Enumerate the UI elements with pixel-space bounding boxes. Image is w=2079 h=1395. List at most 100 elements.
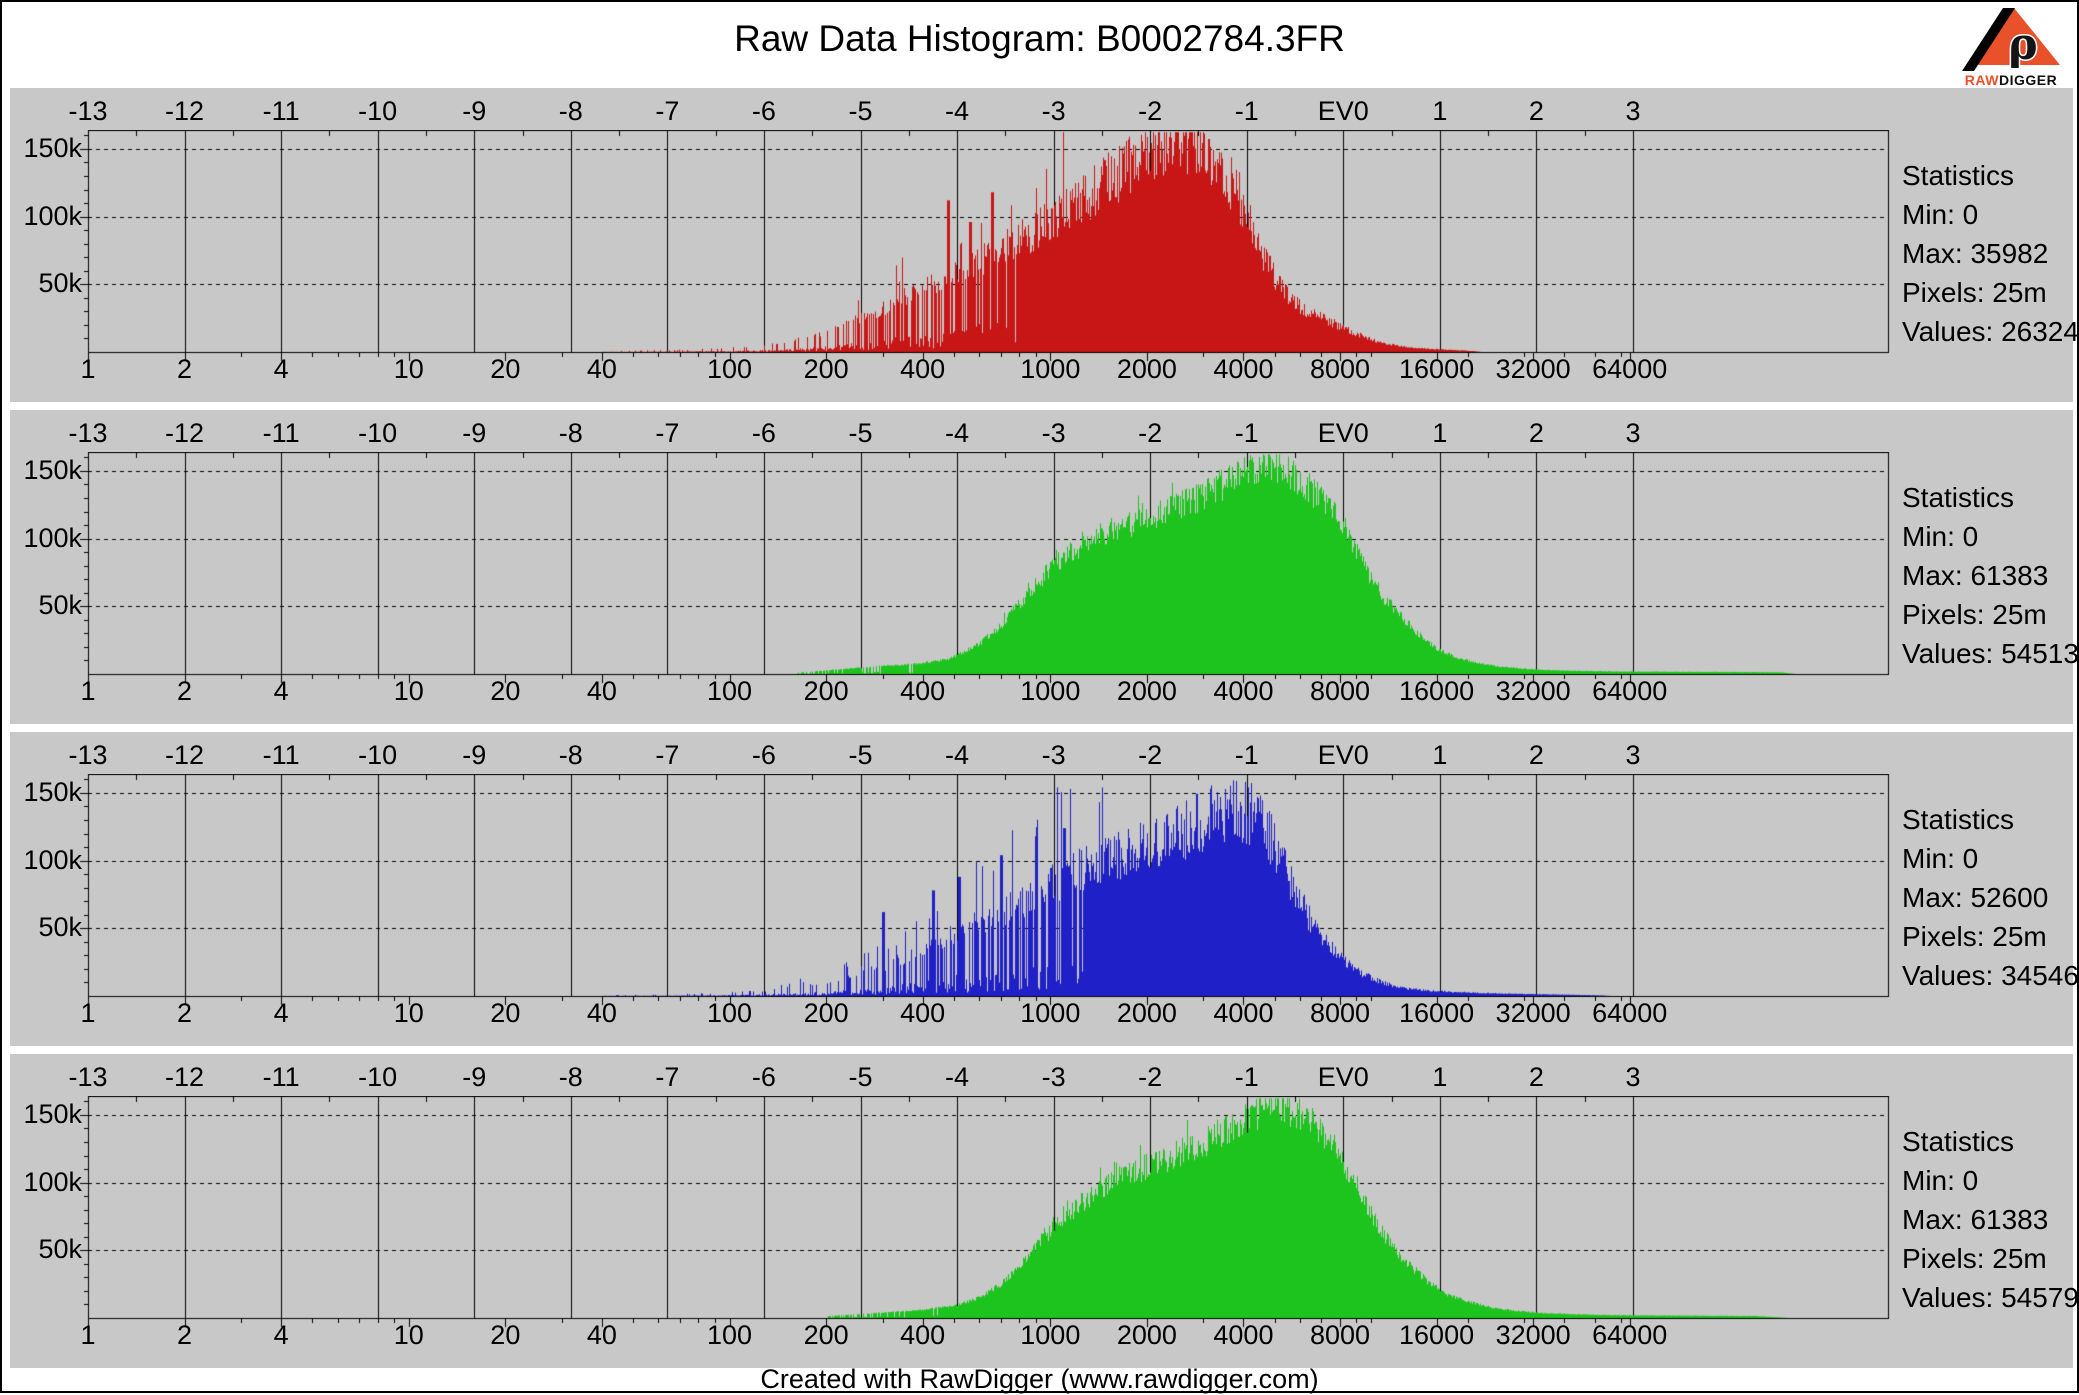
x-axis-label: 400	[900, 676, 946, 706]
ev-axis-label: 3	[1625, 96, 1641, 126]
histogram-plot-canvas-blue[interactable]	[74, 774, 1902, 1022]
stats-line: Max: 35982	[1902, 238, 2049, 269]
x-axis-label: 16000	[1399, 998, 1475, 1028]
ev-axis-label: -9	[462, 1062, 487, 1092]
x-axis-label: 10	[393, 1320, 424, 1350]
x-axis-label: 100	[707, 676, 753, 706]
ev-axis-label: -11	[262, 418, 300, 448]
ev-axis-label: -5	[848, 740, 873, 770]
stats-line: Min: 0	[1902, 521, 1979, 552]
rawdigger-logo-wordmark: RAWDIGGER	[1955, 73, 2067, 87]
x-axis-label: 64000	[1592, 354, 1668, 384]
x-axis-label: 8000	[1309, 354, 1371, 384]
ev-axis-label: -6	[751, 740, 776, 770]
stats-line: Pixels: 25m	[1902, 599, 2047, 630]
x-axis-label: 16000	[1399, 354, 1475, 384]
histogram-plot-canvas-green[interactable]	[74, 452, 1902, 700]
x-axis-label: 1	[80, 1320, 96, 1350]
ev-axis-label: -3	[1041, 418, 1066, 448]
stats-line: Min: 0	[1902, 1165, 1979, 1196]
x-axis-label: 400	[900, 998, 946, 1028]
ev-axis-label: -9	[462, 418, 487, 448]
ev-axis-label: -7	[655, 740, 680, 770]
x-axis-label: 64000	[1592, 676, 1668, 706]
ev-axis-label: -3	[1041, 740, 1066, 770]
x-axis-label: 40	[586, 998, 617, 1028]
ev-axis-label: -6	[751, 418, 776, 448]
ev-axis-label: -8	[558, 96, 583, 126]
svg-text:ρ: ρ	[2008, 19, 2037, 70]
y-axis-label: 150k	[23, 454, 82, 485]
ev-axis-label: EV0	[1317, 418, 1369, 448]
x-axis-label: 100	[707, 354, 753, 384]
histogram-plot-canvas-green2[interactable]	[74, 1096, 1902, 1344]
x-axis-label: 16000	[1399, 1320, 1475, 1350]
x-axis-label: 16000	[1399, 676, 1475, 706]
stats-line: Pixels: 25m	[1902, 1243, 2047, 1274]
ev-axis-label: -2	[1138, 418, 1163, 448]
ev-axis-label: EV0	[1317, 96, 1369, 126]
x-axis-label: 100	[707, 1320, 753, 1350]
y-axis-label: 150k	[23, 132, 82, 163]
ev-axis-label: -1	[1234, 740, 1259, 770]
histogram-plot-canvas-red[interactable]	[74, 130, 1902, 378]
ev-axis-label: -2	[1138, 1062, 1163, 1092]
y-axis-label: 100k	[23, 844, 82, 875]
x-axis-label: 4000	[1213, 676, 1274, 706]
x-axis-label: 2	[177, 354, 193, 384]
x-axis-label: 40	[586, 1320, 617, 1350]
y-axis-label: 50k	[38, 912, 82, 943]
ev-axis-label: -1	[1234, 418, 1259, 448]
ev-axis-label: EV0	[1317, 740, 1369, 770]
ev-axis-label: -11	[262, 1062, 300, 1092]
ev-axis-label: -8	[558, 418, 583, 448]
ev-axis-label: 3	[1625, 740, 1641, 770]
ev-axis-label: -1	[1234, 96, 1259, 126]
x-axis-label: 64000	[1592, 998, 1668, 1028]
ev-axis-label: -10	[358, 740, 398, 770]
ev-axis-label: -7	[655, 96, 680, 126]
y-axis-label: 150k	[23, 1098, 82, 1129]
x-axis-label: 1	[80, 676, 96, 706]
ev-axis-label: -8	[558, 740, 583, 770]
x-axis-label: 200	[803, 354, 849, 384]
x-axis-label: 20	[490, 998, 521, 1028]
ev-axis-label: 1	[1432, 418, 1448, 448]
x-axis-label: 1000	[1020, 998, 1081, 1028]
stats-line: Max: 61383	[1902, 1204, 2049, 1235]
rawdigger-logo: ρ RAWDIGGER	[1955, 7, 2067, 87]
y-axis-label: 50k	[38, 1234, 82, 1265]
x-axis-label: 2	[177, 1320, 193, 1350]
stats-line: Values: 54513	[1902, 638, 2079, 669]
stats-line: Values: 34546	[1902, 960, 2079, 991]
ev-axis-label: 2	[1528, 96, 1544, 126]
ev-axis-label: -11	[262, 96, 300, 126]
rawdigger-logo-icon: ρ	[1962, 8, 2060, 72]
x-axis-label: 64000	[1592, 1320, 1668, 1350]
ev-axis-label: -12	[165, 740, 205, 770]
stats-line: Pixels: 25m	[1902, 277, 2047, 308]
y-axis-label: 100k	[23, 1166, 82, 1197]
stats-line: Statistics	[1902, 160, 2015, 191]
ev-axis-label: -9	[462, 740, 487, 770]
ev-axis-label: -2	[1138, 740, 1163, 770]
x-axis-label: 1000	[1020, 676, 1081, 706]
ev-axis-label: -4	[945, 96, 970, 126]
x-axis-label: 2000	[1116, 676, 1177, 706]
stats-line: Values: 26324	[1902, 316, 2079, 347]
logo-text-raw: RAW	[1964, 72, 1999, 88]
ev-axis-label: EV0	[1317, 1062, 1369, 1092]
x-axis-label: 8000	[1309, 1320, 1371, 1350]
ev-axis-label: -7	[655, 1062, 680, 1092]
x-axis-label: 10	[393, 676, 424, 706]
x-axis-label: 400	[900, 1320, 946, 1350]
stats-line: Values: 54579	[1902, 1282, 2079, 1313]
ev-axis-label: -10	[358, 96, 398, 126]
x-axis-label: 2000	[1116, 998, 1177, 1028]
histogram-panel-blue: -13 -12 -11 -10 -9 -8 -7 -6 -5 -4 -3 -2 -1 EV0 1 2 3 150…	[10, 732, 2079, 1046]
ev-axis-label: -10	[358, 418, 398, 448]
x-axis-label: 200	[803, 676, 849, 706]
ev-axis-label: -11	[262, 740, 300, 770]
ev-axis-label: -3	[1041, 96, 1066, 126]
